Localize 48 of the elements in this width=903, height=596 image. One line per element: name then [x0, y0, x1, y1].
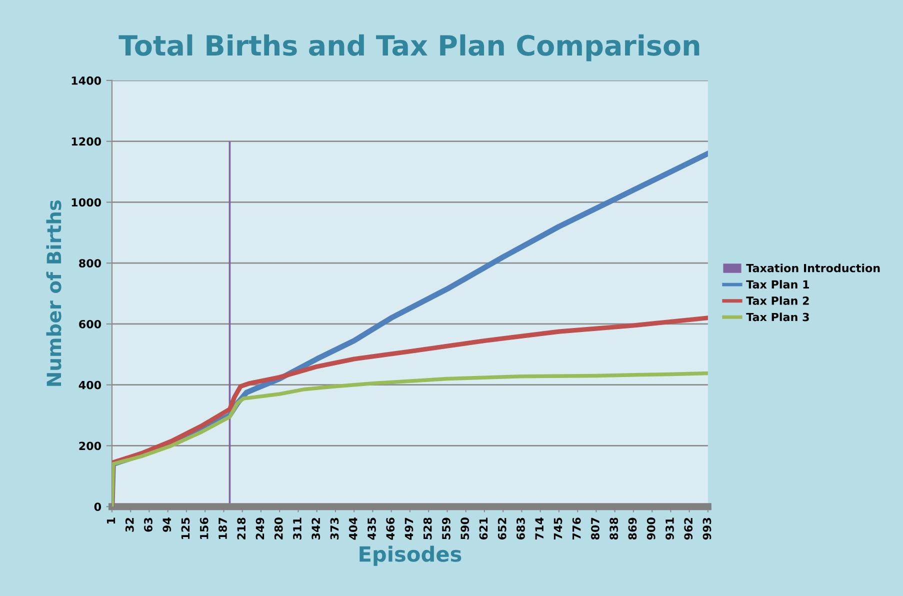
x-tick-label: 280 [274, 518, 283, 540]
x-tick-label: 311 [293, 518, 302, 540]
x-tick-label: 590 [460, 518, 470, 540]
x-tick-label: 125 [181, 518, 190, 539]
x-tick-label: 435 [368, 518, 376, 540]
x-tick-label: 745 [554, 518, 562, 540]
x-tick-label: 218 [237, 518, 246, 540]
x-tick-label: 559 [442, 518, 450, 540]
x-tick-label: 652 [498, 518, 506, 540]
y-tick-label: 400 [78, 380, 102, 390]
x-tick-label: 993 [702, 518, 712, 540]
x-tick-label: 776 [572, 518, 581, 540]
x-tick-label: 342 [312, 518, 320, 540]
x-axis-title: Episodes [360, 546, 462, 566]
y-tick-label: 1200 [72, 137, 102, 146]
y-tick-label: 1000 [72, 198, 102, 207]
x-tick-label: 466 [386, 518, 395, 540]
y-tick-label: 200 [79, 442, 102, 450]
y-tick-label: 800 [79, 259, 102, 268]
x-tick-label: 63 [144, 518, 152, 532]
y-tick-label: 0 [94, 502, 102, 511]
x-tick-label: 497 [404, 518, 414, 540]
x-tick-label: 373 [330, 518, 339, 540]
y-axis-title: Number of Births [46, 200, 62, 386]
x-tick-label: 962 [684, 518, 693, 540]
x-tick-label: 156 [200, 518, 208, 539]
legend-label: Tax Plan 2 [746, 296, 809, 305]
x-tick-label: 1 [106, 518, 116, 524]
x-tick-label: 32 [125, 518, 134, 532]
legend-label: Tax Plan 1 [746, 280, 810, 289]
x-tick-label: 621 [479, 518, 488, 540]
x-tick-label: 807 [591, 518, 600, 540]
legend-label: Tax Plan 3 [746, 312, 809, 322]
x-tick-label: 94 [162, 518, 172, 532]
x-tick-label: 528 [423, 518, 432, 540]
x-tick-label: 187 [218, 518, 227, 539]
x-tick-label: 900 [646, 518, 656, 540]
x-tick-label: 714 [535, 518, 544, 540]
chart-title: Total Births and Tax Plan Comparison [118, 34, 700, 62]
x-tick-label: 838 [610, 518, 618, 540]
y-tick-label: 600 [79, 320, 102, 328]
x-tick-label: 683 [516, 518, 525, 540]
y-tick-label: 1400 [72, 76, 102, 85]
x-tick-label: 249 [256, 518, 264, 540]
legend-label: Taxation Introduction [746, 264, 880, 272]
x-tick-label: 404 [348, 518, 358, 540]
x-tick-label: 869 [628, 518, 637, 540]
x-tick-label: 931 [666, 518, 674, 540]
